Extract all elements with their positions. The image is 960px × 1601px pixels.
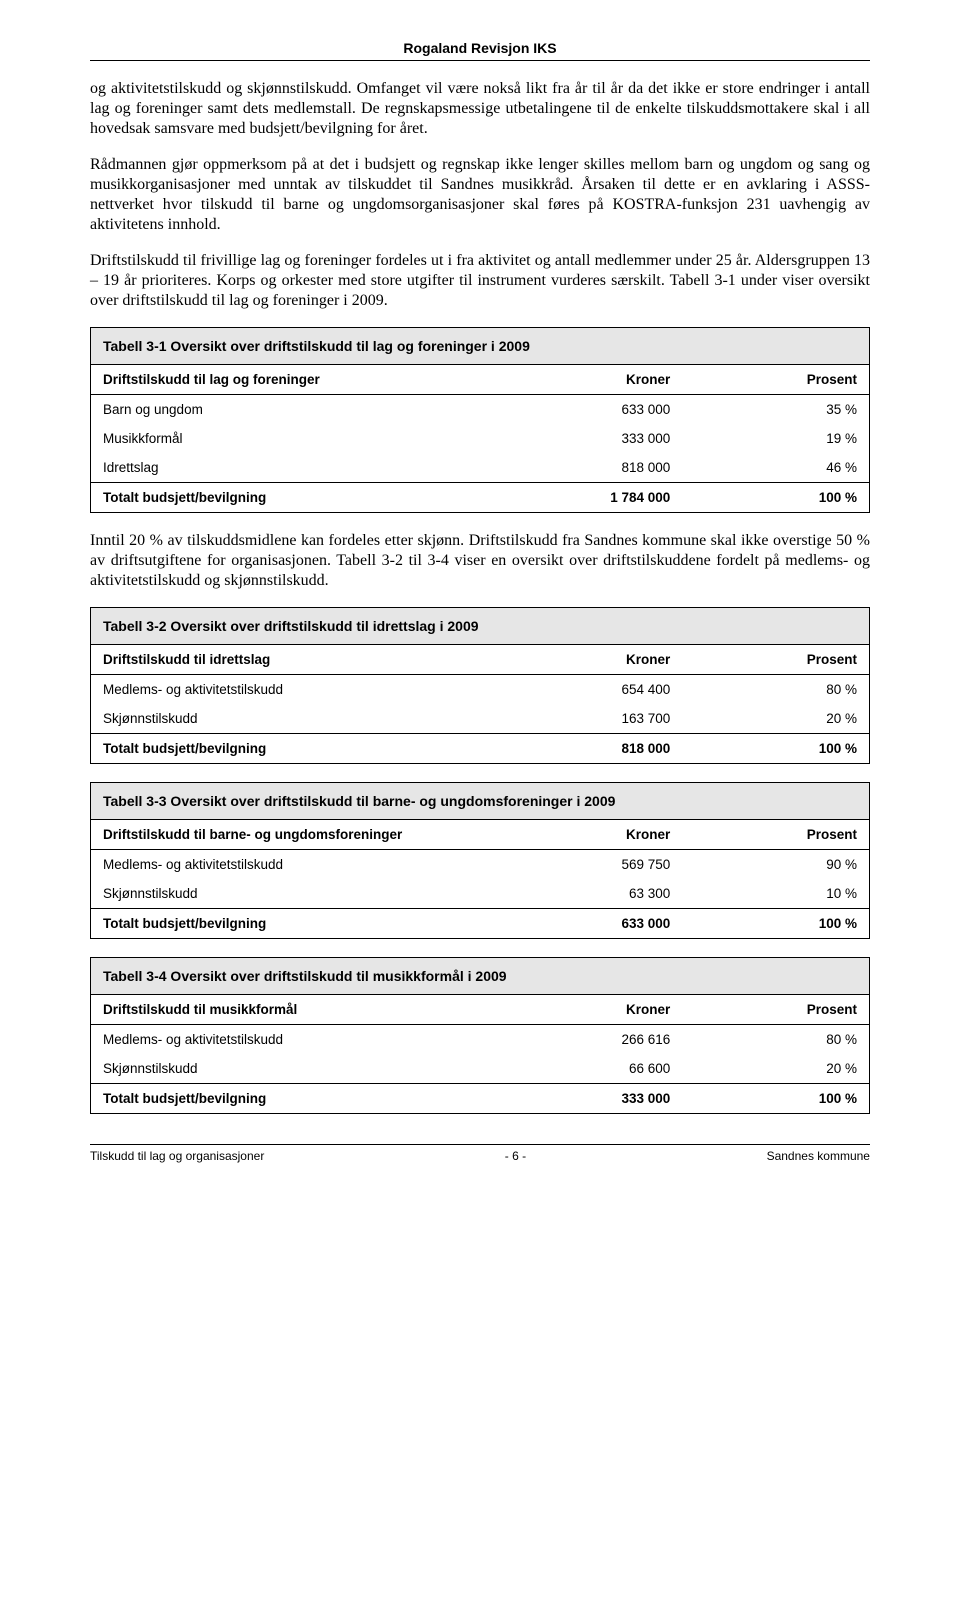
col-prosent: Prosent: [682, 995, 869, 1025]
table-3-4: Tabell 3-4 Oversikt over driftstilskudd …: [90, 957, 870, 1114]
cell-label: Skjønnstilskudd: [91, 704, 496, 734]
table-3-3-title: Tabell 3-3 Oversikt over driftstilskudd …: [91, 783, 869, 820]
table-row: Skjønnstilskudd 63 300 10 %: [91, 879, 869, 909]
table-3-2-data: Driftstilskudd til idrettslag Kroner Pro…: [91, 645, 869, 763]
cell-kroner: 654 400: [496, 675, 683, 705]
cell-prosent: 20 %: [682, 704, 869, 734]
cell-prosent: 100 %: [682, 909, 869, 939]
table-row: Medlems- og aktivitetstilskudd 266 616 8…: [91, 1025, 869, 1055]
cell-prosent: 19 %: [682, 424, 869, 453]
header-rule: [90, 60, 870, 61]
cell-kroner: 633 000: [496, 395, 683, 425]
table-3-3-data: Driftstilskudd til barne- og ungdomsfore…: [91, 820, 869, 938]
cell-prosent: 100 %: [682, 734, 869, 764]
cell-label: Medlems- og aktivitetstilskudd: [91, 850, 496, 880]
table-3-1: Tabell 3-1 Oversikt over driftstilskudd …: [90, 327, 870, 513]
table-3-1-title: Tabell 3-1 Oversikt over driftstilskudd …: [91, 328, 869, 365]
table-header-row: Driftstilskudd til barne- og ungdomsfore…: [91, 820, 869, 850]
cell-kroner: 818 000: [496, 734, 683, 764]
col-label: Driftstilskudd til musikkformål: [91, 995, 496, 1025]
cell-kroner: 633 000: [496, 909, 683, 939]
cell-prosent: 46 %: [682, 453, 869, 483]
cell-prosent: 80 %: [682, 1025, 869, 1055]
cell-kroner: 163 700: [496, 704, 683, 734]
col-prosent: Prosent: [682, 365, 869, 395]
paragraph-1: og aktivitetstilskudd og skjønnstilskudd…: [90, 79, 870, 139]
paragraph-2: Rådmannen gjør oppmerksom på at det i bu…: [90, 155, 870, 235]
cell-label: Medlems- og aktivitetstilskudd: [91, 1025, 496, 1055]
table-total-row: Totalt budsjett/bevilgning 1 784 000 100…: [91, 483, 869, 513]
col-label: Driftstilskudd til barne- og ungdomsfore…: [91, 820, 496, 850]
cell-prosent: 100 %: [682, 1084, 869, 1114]
page-footer: Tilskudd til lag og organisasjoner - 6 -…: [90, 1144, 870, 1163]
page-header-title: Rogaland Revisjon IKS: [90, 40, 870, 56]
cell-label: Totalt budsjett/bevilgning: [91, 1084, 496, 1114]
cell-prosent: 35 %: [682, 395, 869, 425]
cell-kroner: 1 784 000: [496, 483, 683, 513]
col-kroner: Kroner: [496, 820, 683, 850]
paragraph-4: Inntil 20 % av tilskuddsmidlene kan ford…: [90, 531, 870, 591]
col-label: Driftstilskudd til idrettslag: [91, 645, 496, 675]
cell-kroner: 818 000: [496, 453, 683, 483]
col-prosent: Prosent: [682, 820, 869, 850]
table-3-4-data: Driftstilskudd til musikkformål Kroner P…: [91, 995, 869, 1113]
cell-label: Totalt budsjett/bevilgning: [91, 483, 496, 513]
cell-label: Idrettslag: [91, 453, 496, 483]
cell-prosent: 80 %: [682, 675, 869, 705]
paragraph-3: Driftstilskudd til frivillige lag og for…: [90, 251, 870, 311]
cell-kroner: 333 000: [496, 1084, 683, 1114]
footer-rule: [90, 1144, 870, 1145]
table-3-1-data: Driftstilskudd til lag og foreninger Kro…: [91, 365, 869, 512]
col-prosent: Prosent: [682, 645, 869, 675]
table-3-2: Tabell 3-2 Oversikt over driftstilskudd …: [90, 607, 870, 764]
footer-left: Tilskudd til lag og organisasjoner: [90, 1149, 264, 1163]
cell-label: Barn og ungdom: [91, 395, 496, 425]
table-header-row: Driftstilskudd til musikkformål Kroner P…: [91, 995, 869, 1025]
cell-prosent: 10 %: [682, 879, 869, 909]
cell-kroner: 333 000: [496, 424, 683, 453]
cell-kroner: 63 300: [496, 879, 683, 909]
table-total-row: Totalt budsjett/bevilgning 818 000 100 %: [91, 734, 869, 764]
table-header-row: Driftstilskudd til idrettslag Kroner Pro…: [91, 645, 869, 675]
table-row: Medlems- og aktivitetstilskudd 569 750 9…: [91, 850, 869, 880]
table-total-row: Totalt budsjett/bevilgning 633 000 100 %: [91, 909, 869, 939]
cell-label: Medlems- og aktivitetstilskudd: [91, 675, 496, 705]
table-total-row: Totalt budsjett/bevilgning 333 000 100 %: [91, 1084, 869, 1114]
table-3-4-title: Tabell 3-4 Oversikt over driftstilskudd …: [91, 958, 869, 995]
col-kroner: Kroner: [496, 365, 683, 395]
document-page: Rogaland Revisjon IKS og aktivitetstilsk…: [0, 0, 960, 1193]
cell-kroner: 66 600: [496, 1054, 683, 1084]
table-row: Idrettslag 818 000 46 %: [91, 453, 869, 483]
footer-right: Sandnes kommune: [767, 1149, 870, 1163]
cell-prosent: 100 %: [682, 483, 869, 513]
cell-kroner: 569 750: [496, 850, 683, 880]
cell-label: Skjønnstilskudd: [91, 879, 496, 909]
table-row: Skjønnstilskudd 66 600 20 %: [91, 1054, 869, 1084]
cell-label: Musikkformål: [91, 424, 496, 453]
col-label: Driftstilskudd til lag og foreninger: [91, 365, 496, 395]
footer-page-number: - 6 -: [505, 1149, 526, 1163]
cell-prosent: 90 %: [682, 850, 869, 880]
cell-label: Skjønnstilskudd: [91, 1054, 496, 1084]
col-kroner: Kroner: [496, 995, 683, 1025]
table-header-row: Driftstilskudd til lag og foreninger Kro…: [91, 365, 869, 395]
cell-label: Totalt budsjett/bevilgning: [91, 734, 496, 764]
table-3-2-title: Tabell 3-2 Oversikt over driftstilskudd …: [91, 608, 869, 645]
table-row: Musikkformål 333 000 19 %: [91, 424, 869, 453]
table-row: Barn og ungdom 633 000 35 %: [91, 395, 869, 425]
table-row: Skjønnstilskudd 163 700 20 %: [91, 704, 869, 734]
table-3-3: Tabell 3-3 Oversikt over driftstilskudd …: [90, 782, 870, 939]
footer-row: Tilskudd til lag og organisasjoner - 6 -…: [90, 1149, 870, 1163]
cell-prosent: 20 %: [682, 1054, 869, 1084]
col-kroner: Kroner: [496, 645, 683, 675]
cell-label: Totalt budsjett/bevilgning: [91, 909, 496, 939]
table-row: Medlems- og aktivitetstilskudd 654 400 8…: [91, 675, 869, 705]
cell-kroner: 266 616: [496, 1025, 683, 1055]
